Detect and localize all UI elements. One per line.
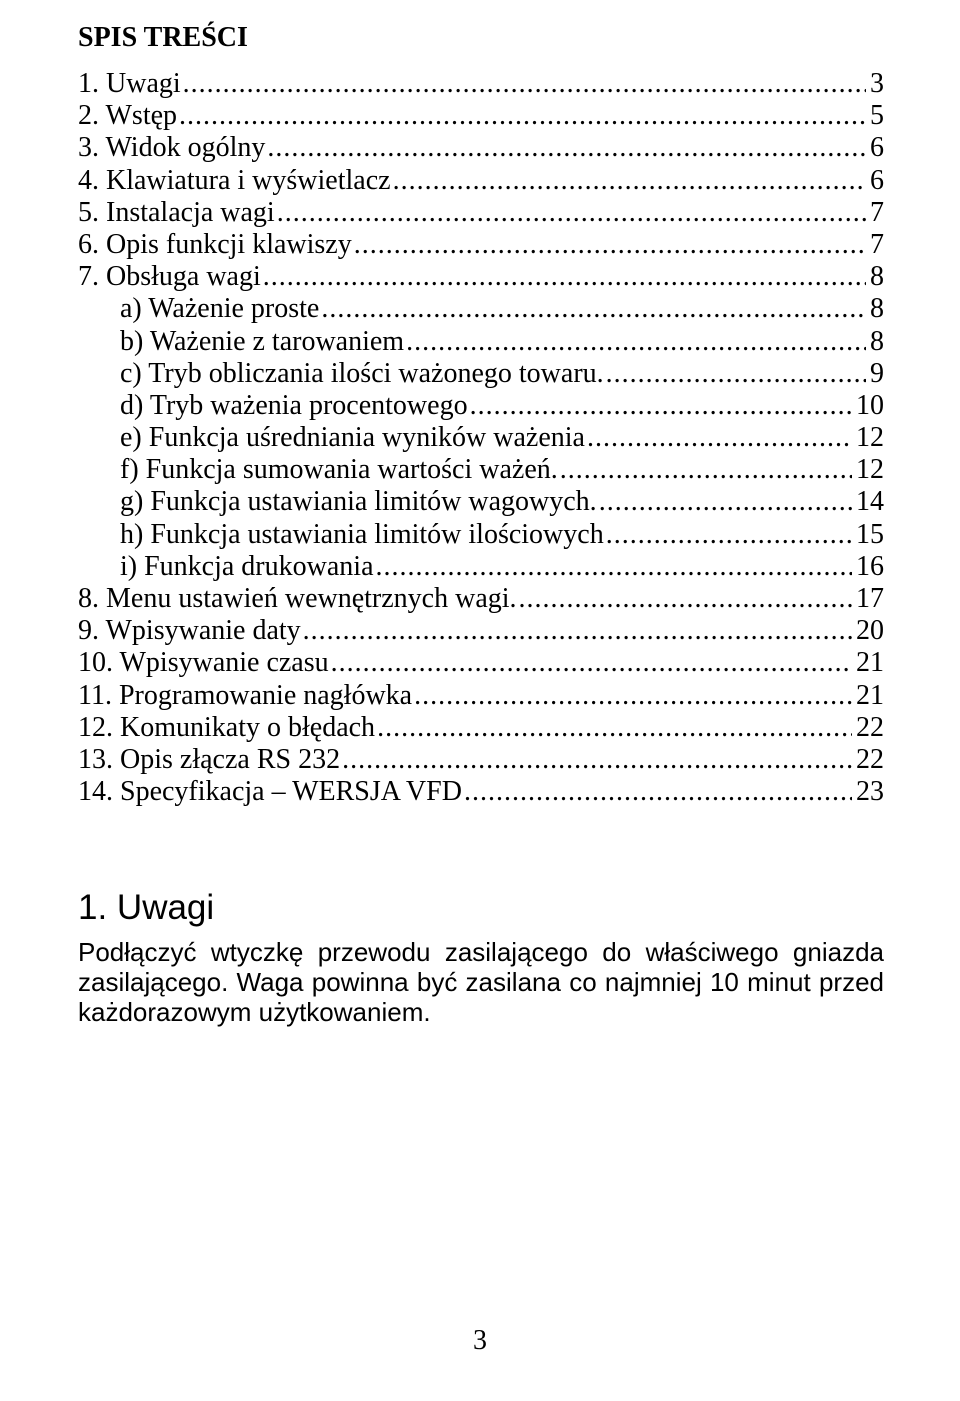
toc-entry: 10. Wpisywanie czasu 21 [78, 647, 884, 679]
toc-entry: 5. Instalacja wagi 7 [78, 197, 884, 229]
toc-leader [404, 326, 866, 358]
toc-entry: 7. Obsługa wagi 8 [78, 261, 884, 293]
toc-entry: e) Funkcja uśredniania wyników ważenia 1… [78, 422, 884, 454]
toc-leader [340, 744, 852, 776]
toc-leader [558, 454, 852, 486]
toc-entry: g) Funkcja ustawiania limitów wagowych. … [78, 486, 884, 518]
toc-entry-page: 23 [852, 776, 884, 808]
toc-entry-label: 4. Klawiatura i wyświetlacz [78, 165, 391, 197]
toc-entry-page: 12 [852, 454, 884, 486]
toc-entry-page: 21 [852, 647, 884, 679]
toc-entry-label: 9. Wpisywanie daty [78, 615, 301, 647]
toc-leader [275, 197, 866, 229]
toc-entry: 1. Uwagi 3 [78, 68, 884, 100]
section-heading: 1. Uwagi [78, 888, 884, 928]
toc-entry-label: f) Funkcja sumowania wartości ważeń. [120, 454, 558, 486]
toc-entry: 4. Klawiatura i wyświetlacz 6 [78, 165, 884, 197]
toc-entry: 3. Widok ogólny 6 [78, 132, 884, 164]
toc-entry-label: a) Ważenie proste [120, 293, 319, 325]
toc-entry-label: 6. Opis funkcji klawiszy [78, 229, 352, 261]
toc-leader [391, 165, 866, 197]
toc-entry: 11. Programowanie nagłówka 21 [78, 680, 884, 712]
toc-leader [604, 358, 866, 390]
toc-leader [181, 68, 866, 100]
toc-leader [517, 583, 852, 615]
toc-entry-label: i) Funkcja drukowania [120, 551, 374, 583]
toc-entry: 12. Komunikaty o błędach 22 [78, 712, 884, 744]
toc-entry: c) Tryb obliczania ilości ważonego towar… [78, 358, 884, 390]
toc-entry-page: 21 [852, 680, 884, 712]
toc-leader [374, 551, 853, 583]
toc-entry-page: 12 [852, 422, 884, 454]
toc-entry: 6. Opis funkcji klawiszy 7 [78, 229, 884, 261]
toc-entry: a) Ważenie proste 8 [78, 293, 884, 325]
toc-entry: 9. Wpisywanie daty 20 [78, 615, 884, 647]
toc-entry-page: 6 [866, 132, 884, 164]
toc-entry-label: 8. Menu ustawień wewnętrznych wagi. [78, 583, 517, 615]
toc-entry-page: 22 [852, 744, 884, 776]
toc-entry: 14. Specyfikacja – WERSJA VFD 23 [78, 776, 884, 808]
toc-leader [265, 132, 866, 164]
toc-entry-label: b) Ważenie z tarowaniem [120, 326, 404, 358]
toc-entry-page: 6 [866, 165, 884, 197]
toc-entry: d) Tryb ważenia procentowego 10 [78, 390, 884, 422]
toc-entry-page: 15 [852, 519, 884, 551]
toc-entry-page: 16 [852, 551, 884, 583]
toc-leader [412, 680, 852, 712]
toc-leader [301, 615, 852, 647]
toc-entry-label: d) Tryb ważenia procentowego [120, 390, 468, 422]
toc-entry-label: 14. Specyfikacja – WERSJA VFD [78, 776, 462, 808]
toc-entry-page: 7 [866, 197, 884, 229]
toc-entry-label: h) Funkcja ustawiania limitów ilościowyc… [120, 519, 604, 551]
toc-entry-page: 20 [852, 615, 884, 647]
toc-leader [375, 712, 852, 744]
toc-entry-page: 3 [866, 68, 884, 100]
toc-entry: f) Funkcja sumowania wartości ważeń. 12 [78, 454, 884, 486]
toc-entry-label: 10. Wpisywanie czasu [78, 647, 329, 679]
toc-entry-page: 8 [866, 293, 884, 325]
toc-leader [468, 390, 852, 422]
toc-list: 1. Uwagi 32. Wstęp 53. Widok ogólny 64. … [78, 68, 884, 808]
toc-entry-page: 8 [866, 326, 884, 358]
toc-entry-label: 1. Uwagi [78, 68, 181, 100]
toc-entry-label: 5. Instalacja wagi [78, 197, 275, 229]
toc-entry-label: 2. Wstęp [78, 100, 177, 132]
toc-entry-page: 9 [866, 358, 884, 390]
toc-leader [604, 519, 852, 551]
toc-leader [352, 229, 866, 261]
toc-entry-label: 7. Obsługa wagi [78, 261, 261, 293]
toc-leader [597, 486, 852, 518]
toc-entry-page: 8 [866, 261, 884, 293]
toc-entry: 2. Wstęp 5 [78, 100, 884, 132]
page-number: 3 [0, 1325, 960, 1357]
toc-entry: i) Funkcja drukowania 16 [78, 551, 884, 583]
toc-entry-label: 13. Opis złącza RS 232 [78, 744, 340, 776]
toc-entry-label: c) Tryb obliczania ilości ważonego towar… [120, 358, 604, 390]
toc-entry: 13. Opis złącza RS 232 22 [78, 744, 884, 776]
toc-entry-page: 5 [866, 100, 884, 132]
toc-title: SPIS TREŚCI [78, 22, 884, 54]
toc-leader [319, 293, 866, 325]
toc-entry-label: 11. Programowanie nagłówka [78, 680, 412, 712]
toc-leader [462, 776, 852, 808]
toc-entry-page: 14 [852, 486, 884, 518]
toc-entry-label: e) Funkcja uśredniania wyników ważenia [120, 422, 585, 454]
toc-entry-page: 10 [852, 390, 884, 422]
toc-entry: h) Funkcja ustawiania limitów ilościowyc… [78, 519, 884, 551]
toc-entry-page: 17 [852, 583, 884, 615]
toc-leader [329, 647, 852, 679]
toc-leader [261, 261, 866, 293]
toc-entry-page: 22 [852, 712, 884, 744]
toc-entry-label: 12. Komunikaty o błędach [78, 712, 375, 744]
section-body: Podłączyć wtyczkę przewodu zasilającego … [78, 938, 884, 1028]
toc-leader [585, 422, 852, 454]
toc-entry-label: 3. Widok ogólny [78, 132, 265, 164]
toc-entry: 8. Menu ustawień wewnętrznych wagi. 17 [78, 583, 884, 615]
toc-entry-page: 7 [866, 229, 884, 261]
toc-leader [177, 100, 866, 132]
toc-entry-label: g) Funkcja ustawiania limitów wagowych. [120, 486, 597, 518]
toc-entry: b) Ważenie z tarowaniem 8 [78, 326, 884, 358]
